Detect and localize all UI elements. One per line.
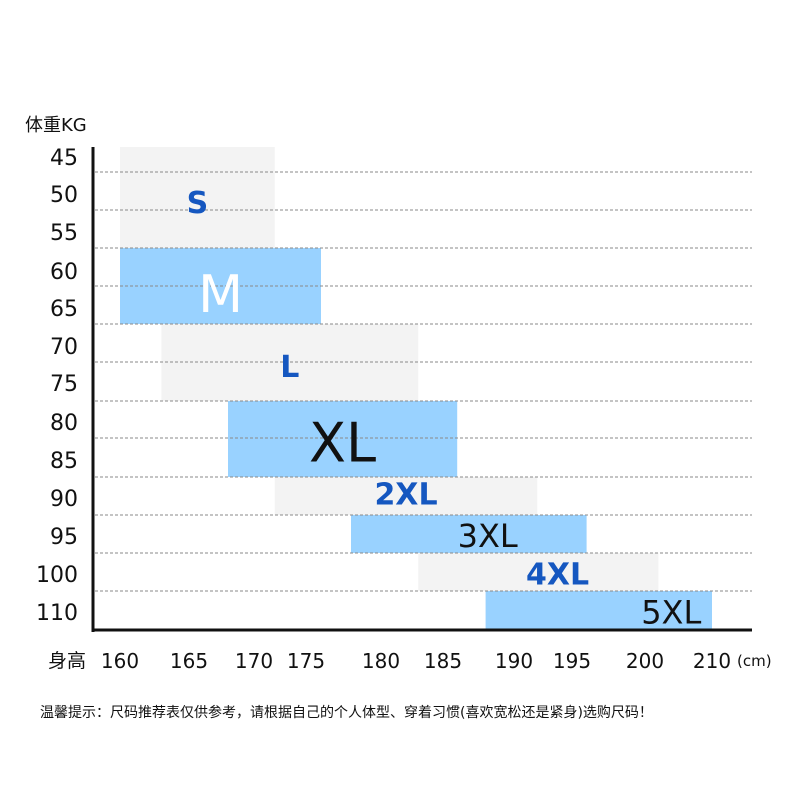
- x-axis-unit: (cm): [737, 652, 772, 670]
- y-tick-label: 90: [50, 487, 78, 512]
- size-band-s: [120, 147, 275, 248]
- y-tick-label: 85: [50, 449, 78, 474]
- size-label-s: S: [187, 186, 209, 221]
- y-tick-label: 70: [50, 335, 78, 360]
- size-label-l: L: [280, 350, 299, 385]
- size-label-2xl: 2XL: [374, 478, 437, 513]
- x-axis-title: 身高: [48, 650, 86, 672]
- x-tick-label: 165: [170, 649, 208, 673]
- y-tick-label: 100: [36, 563, 78, 588]
- y-tick-label: 80: [50, 411, 78, 436]
- size-band-xl: [228, 401, 458, 477]
- y-tick-label: 45: [50, 146, 78, 171]
- footer-note: 温馨提示：尺码推荐表仅供参考，请根据自己的个人体型、穿着习惯(喜欢宽松还是紧身)…: [40, 704, 653, 721]
- size-band-5xl: [485, 591, 712, 630]
- size-band-2xl: [274, 477, 538, 515]
- y-tick-label: 50: [50, 183, 78, 208]
- size-band-3xl: [351, 515, 587, 553]
- y-tick-label: 60: [50, 260, 78, 285]
- size-bands: [120, 147, 712, 630]
- y-tick-label: 95: [50, 525, 78, 550]
- size-label-m: M: [198, 265, 243, 325]
- x-tick-label: 185: [424, 649, 462, 673]
- y-tick-label: 110: [36, 601, 78, 626]
- x-tick-label: 175: [287, 649, 325, 673]
- x-tick-labels: 160 165 170 175 180 185 190 195 200 210: [101, 649, 731, 673]
- x-tick-label: 200: [626, 649, 664, 673]
- size-band-4xl: [418, 553, 659, 591]
- x-tick-label: 195: [553, 649, 591, 673]
- x-tick-label: 170: [235, 649, 273, 673]
- y-tick-label: 65: [50, 297, 78, 322]
- y-tick-labels: 45 50 55 60 65 70 75 80 85 90 95 100 110: [36, 146, 78, 626]
- y-tick-label: 55: [50, 221, 78, 246]
- size-label-xl: XL: [309, 412, 376, 475]
- grid-lines: [95, 171, 752, 592]
- y-tick-label: 75: [50, 372, 78, 397]
- size-label-4xl: 4XL: [526, 557, 589, 592]
- size-label-3xl: 3XL: [458, 517, 518, 555]
- y-axis-title: 体重KG: [25, 115, 87, 136]
- x-tick-label: 180: [362, 649, 400, 673]
- x-tick-label: 190: [495, 649, 533, 673]
- x-tick-label: 160: [101, 649, 139, 673]
- size-label-5xl: 5XL: [641, 594, 701, 632]
- x-tick-label: 210: [693, 649, 731, 673]
